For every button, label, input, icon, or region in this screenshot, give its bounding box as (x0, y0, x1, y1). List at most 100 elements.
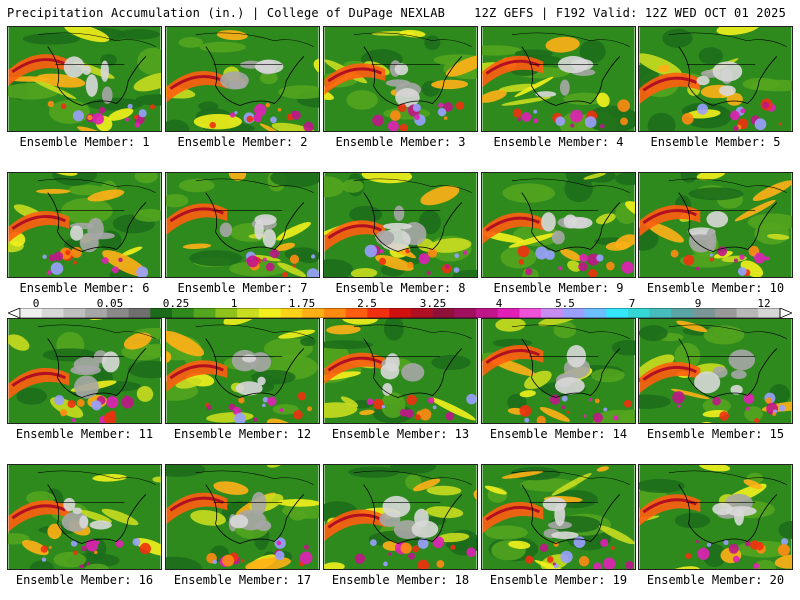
legend-tick-label: 0.05 (96, 297, 124, 310)
legend-color-swatch (63, 308, 86, 318)
legend-tick-label: 4 (495, 297, 503, 310)
legend-color-swatch (20, 308, 43, 318)
ensemble-member-panel: Ensemble Member: 4 (481, 26, 636, 149)
legend-color-swatch (584, 308, 607, 318)
ensemble-member-label: Ensemble Member: 8 (335, 281, 466, 295)
ensemble-member-panel: Ensemble Member: 3 (323, 26, 478, 149)
legend-tick-label: 12 (757, 297, 771, 310)
legend-color-swatch (410, 308, 433, 318)
ensemble-member-panel: Ensemble Member: 20 (638, 464, 793, 587)
ensemble-member-label: Ensemble Member: 1 (19, 135, 150, 149)
legend-color-swatch (628, 308, 651, 318)
precip-map (7, 172, 162, 278)
ensemble-member-label: Ensemble Member: 3 (335, 135, 466, 149)
precip-map (481, 318, 636, 424)
legend-color-swatch (128, 308, 151, 318)
legend-tick-label: 5.5 (555, 297, 575, 310)
precip-map (7, 318, 162, 424)
legend-color-swatch (562, 308, 585, 318)
legend-color-swatch (476, 308, 499, 318)
ensemble-member-panel: Ensemble Member: 17 (165, 464, 320, 587)
ensemble-member-panel: Ensemble Member: 12 (165, 318, 320, 441)
ensemble-member-panel: Ensemble Member: 9 (481, 172, 636, 295)
ensemble-member-label: Ensemble Member: 4 (493, 135, 624, 149)
ensemble-member-label: Ensemble Member: 12 (173, 427, 312, 441)
legend-color-swatch (280, 308, 303, 318)
precip-map (638, 26, 793, 132)
legend-tick-label: 0 (32, 297, 40, 310)
ensemble-member-label: Ensemble Member: 15 (646, 427, 785, 441)
ensemble-member-panel: Ensemble Member: 8 (323, 172, 478, 295)
precip-map (323, 26, 478, 132)
precip-map (323, 172, 478, 278)
color-scale-legend: 0 0.05 0.25 1 1.75 2.5 3.25 4 5.5 7 9 12 (8, 297, 792, 319)
legend-color-swatch (41, 308, 64, 318)
precip-map (7, 464, 162, 570)
ensemble-member-label: Ensemble Member: 6 (19, 281, 150, 295)
precip-map (638, 172, 793, 278)
ensemble-member-panel: Ensemble Member: 7 (165, 172, 320, 295)
precip-map (165, 464, 320, 570)
legend-color-swatch (237, 308, 260, 318)
ensemble-member-label: Ensemble Member: 7 (177, 281, 308, 295)
legend-right-arrow (779, 308, 792, 318)
ensemble-member-panel: Ensemble Member: 6 (7, 172, 162, 295)
ensemble-member-panel: Ensemble Member: 2 (165, 26, 320, 149)
legend-tick-label: 1.75 (288, 297, 316, 310)
legend-color-swatch (106, 308, 129, 318)
legend-color-swatch (736, 308, 759, 318)
ensemble-member-label: Ensemble Member: 14 (489, 427, 628, 441)
precip-map (165, 318, 320, 424)
ensemble-member-label: Ensemble Member: 18 (331, 573, 470, 587)
legend-tick-label: 7 (628, 297, 636, 310)
ensemble-member-panel: Ensemble Member: 13 (323, 318, 478, 441)
ensemble-member-label: Ensemble Member: 5 (650, 135, 781, 149)
legend-color-swatch (367, 308, 390, 318)
ensemble-member-panel: Ensemble Member: 10 (638, 172, 793, 295)
legend-color-swatch (85, 308, 108, 318)
precip-map (165, 26, 320, 132)
legend-color-swatch (193, 308, 216, 318)
legend-color-swatch (758, 308, 781, 318)
ensemble-member-label: Ensemble Member: 11 (15, 427, 154, 441)
legend-color-swatch (606, 308, 629, 318)
precip-map (7, 26, 162, 132)
ensemble-member-label: Ensemble Member: 9 (493, 281, 624, 295)
precip-map (638, 464, 793, 570)
legend-tick-label: 2.5 (357, 297, 377, 310)
legend-color-swatch (389, 308, 412, 318)
ensemble-member-panel: Ensemble Member: 5 (638, 26, 793, 149)
precip-map (481, 464, 636, 570)
ensemble-member-label: Ensemble Member: 10 (646, 281, 785, 295)
legend-color-swatch (671, 308, 694, 318)
legend-color-swatch (150, 308, 173, 318)
legend-tick-label: 0.25 (162, 297, 190, 310)
legend-color-swatch (454, 308, 477, 318)
precip-map (481, 172, 636, 278)
legend-color-swatch (215, 308, 238, 318)
ensemble-member-panel: Ensemble Member: 14 (481, 318, 636, 441)
legend-color-swatch (693, 308, 716, 318)
color-scale-bar (8, 308, 792, 318)
legend-color-swatch (345, 308, 368, 318)
ensemble-member-panel: Ensemble Member: 16 (7, 464, 162, 587)
legend-color-swatch (258, 308, 281, 318)
legend-left-arrow (8, 308, 21, 318)
chart-title: Precipitation Accumulation (in.) | Colle… (7, 6, 446, 20)
precip-map (165, 172, 320, 278)
legend-color-swatch (497, 308, 520, 318)
ensemble-member-label: Ensemble Member: 19 (489, 573, 628, 587)
legend-color-swatch (324, 308, 347, 318)
ensemble-member-label: Ensemble Member: 13 (331, 427, 470, 441)
legend-tick-label: 9 (694, 297, 702, 310)
precip-map (323, 318, 478, 424)
precip-map (638, 318, 793, 424)
legend-color-swatch (519, 308, 542, 318)
legend-color-swatch (649, 308, 672, 318)
ensemble-member-label: Ensemble Member: 16 (15, 573, 154, 587)
legend-color-swatch (541, 308, 564, 318)
ensemble-member-label: Ensemble Member: 20 (646, 573, 785, 587)
ensemble-member-panel: Ensemble Member: 19 (481, 464, 636, 587)
legend-color-swatch (714, 308, 737, 318)
ensemble-member-panel: Ensemble Member: 1 (7, 26, 162, 149)
